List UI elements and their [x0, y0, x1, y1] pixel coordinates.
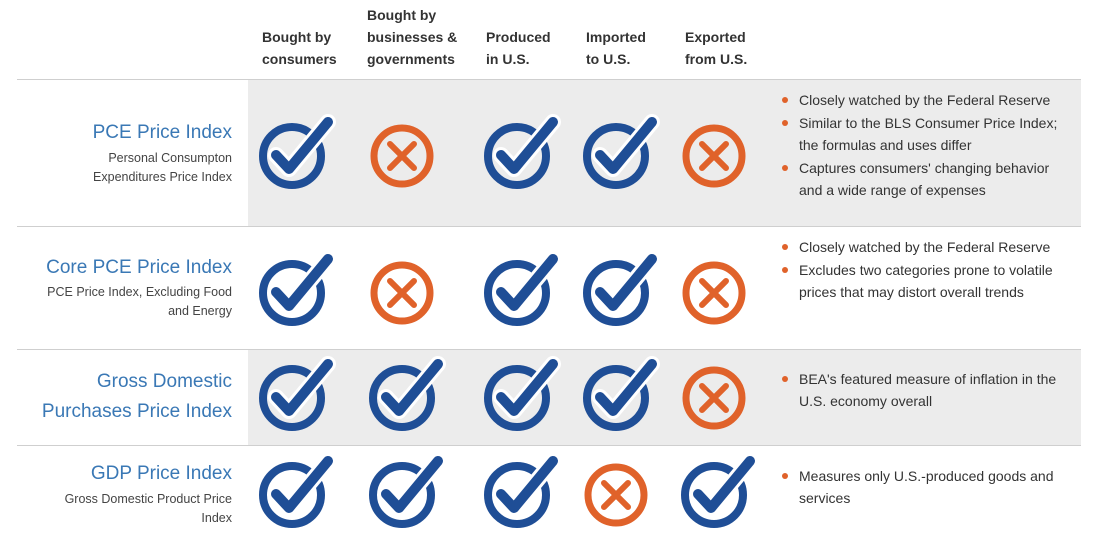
bullet-icon [782, 120, 788, 126]
note-text: Closely watched by the Federal Reserve [799, 92, 1051, 108]
list-item: Closely watched by the Federal Reserve [779, 236, 1075, 258]
list-item: BEA's featured measure of inflation in t… [779, 368, 1075, 412]
column-header-consumers: Bought by consumers [262, 26, 352, 70]
column-header-businesses: Bought by businesses & governments [367, 4, 477, 70]
note-text: Excludes two categories prone to volatil… [799, 262, 1053, 300]
list-item: Closely watched by the Federal Reserve [779, 89, 1075, 111]
row-label-gdpurch: Gross Domestic Purchases Price Index [17, 367, 232, 427]
bullet-icon [782, 267, 788, 273]
check-icon [481, 250, 561, 330]
check-icon [366, 355, 446, 435]
header-line: governments [367, 51, 455, 67]
bullet-icon [782, 244, 788, 250]
header-line: to U.S. [586, 51, 631, 67]
header-line: Bought by [367, 7, 437, 23]
header-line: Produced [486, 29, 551, 45]
row-label-gdp: GDP Price Index Gross Domestic Product P… [17, 459, 232, 528]
row-label-pce: PCE Price Index Personal Consumpton Expe… [17, 118, 232, 187]
list-item: Similar to the BLS Consumer Price Index;… [779, 112, 1075, 156]
check-icon [366, 452, 446, 532]
header-line: Bought by [262, 29, 332, 45]
bullet-icon [782, 376, 788, 382]
row-subtitle: PCE Price Index, Excluding Food and Ener… [47, 285, 232, 318]
cross-icon [366, 250, 446, 330]
row-subtitle: Gross Domestic Product Price Index [64, 492, 232, 525]
row-title: Core PCE Price Index [46, 257, 232, 278]
header-line: businesses & [367, 29, 458, 45]
check-icon [481, 452, 561, 532]
row-title: GDP Price Index [90, 463, 232, 484]
cross-icon [580, 452, 660, 532]
bullet-icon [782, 97, 788, 103]
row-notes-gdpurch: BEA's featured measure of inflation in t… [779, 368, 1075, 413]
column-header-produced: Produced in U.S. [486, 26, 566, 70]
note-text: Similar to the BLS Consumer Price Index;… [799, 115, 1058, 153]
list-item: Captures consumers' changing behavior an… [779, 157, 1075, 201]
header-line: Imported [586, 29, 646, 45]
check-icon [256, 452, 336, 532]
row-notes-gdp: Measures only U.S.-produced goods and se… [779, 465, 1075, 510]
cross-icon [678, 113, 758, 193]
row-title: PCE Price Index [92, 122, 232, 143]
row-label-core-pce: Core PCE Price Index PCE Price Index, Ex… [17, 253, 232, 321]
bullet-icon [782, 165, 788, 171]
divider [17, 445, 1081, 446]
header-line: Exported [685, 29, 746, 45]
divider [17, 226, 1081, 227]
check-icon [678, 452, 758, 532]
divider [17, 349, 1081, 350]
row-notes-core-pce: Closely watched by the Federal Reserve E… [779, 236, 1075, 304]
row-subtitle: Personal Consumpton Expenditures Price I… [93, 151, 232, 184]
check-icon [580, 113, 660, 193]
note-text: Captures consumers' changing behavior an… [799, 160, 1050, 198]
check-icon [256, 113, 336, 193]
note-text: Closely watched by the Federal Reserve [799, 239, 1051, 255]
header-line: from U.S. [685, 51, 748, 67]
row-notes-pce: Closely watched by the Federal Reserve S… [779, 89, 1075, 202]
check-icon [580, 355, 660, 435]
check-icon [481, 113, 561, 193]
header-line: in U.S. [486, 51, 530, 67]
check-icon [256, 355, 336, 435]
header-line: consumers [262, 51, 337, 67]
check-icon [481, 355, 561, 435]
row-title: Gross Domestic Purchases Price Index [41, 371, 232, 422]
list-item: Measures only U.S.-produced goods and se… [779, 465, 1075, 509]
divider [17, 79, 1081, 80]
note-text: Measures only U.S.-produced goods and se… [799, 468, 1054, 506]
column-header-exported: Exported from U.S. [685, 26, 765, 70]
column-header-imported: Imported to U.S. [586, 26, 666, 70]
check-icon [256, 250, 336, 330]
cross-icon [678, 250, 758, 330]
row-shade [248, 80, 1081, 226]
cross-icon [366, 113, 446, 193]
list-item: Excludes two categories prone to volatil… [779, 259, 1075, 303]
note-text: BEA's featured measure of inflation in t… [799, 371, 1057, 409]
check-icon [580, 250, 660, 330]
bullet-icon [782, 473, 788, 479]
cross-icon [678, 355, 758, 435]
